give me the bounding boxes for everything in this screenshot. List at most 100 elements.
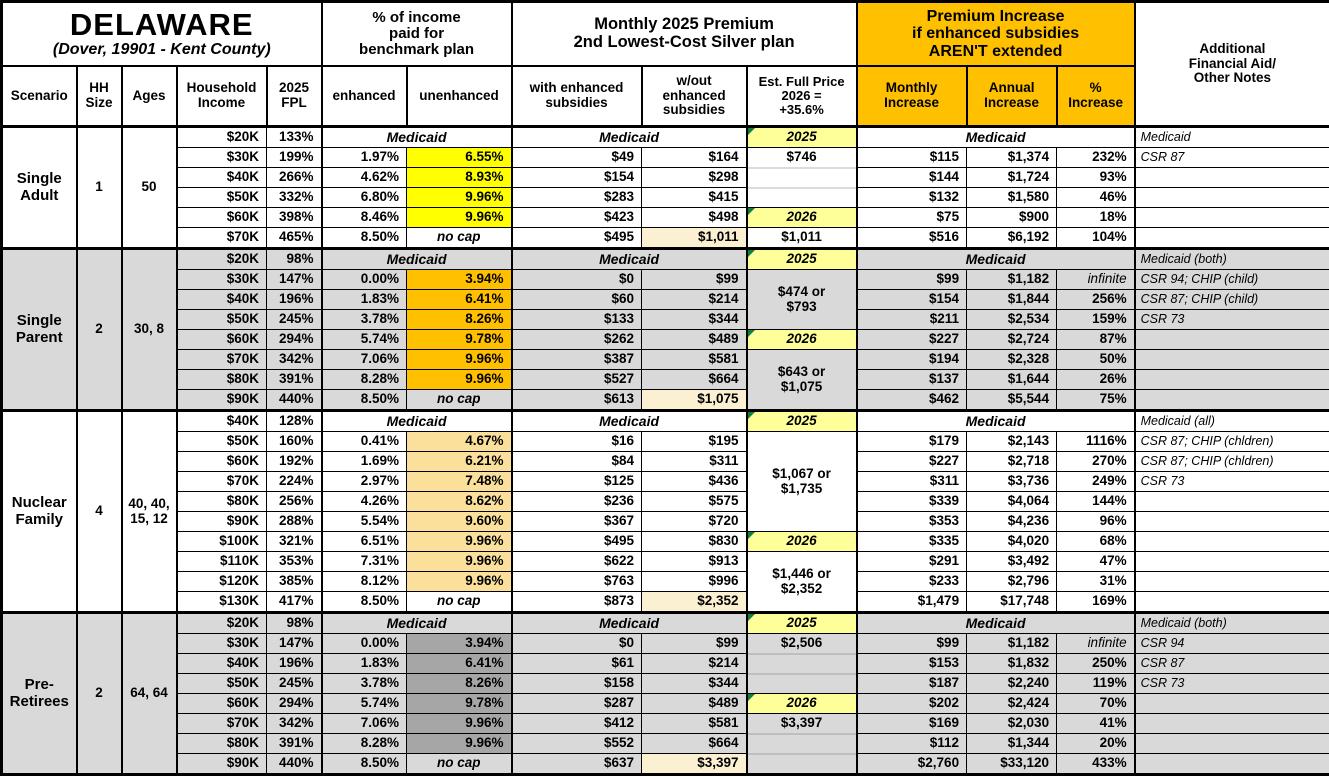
cell-pct-increase: 270% bbox=[1056, 451, 1136, 472]
cell-with-subsidies: $49 bbox=[510, 147, 643, 168]
cell-with-subsidies: $0 bbox=[510, 269, 643, 290]
scenario-label: Pre- Retirees bbox=[1, 611, 77, 775]
cell-fpl: 192% bbox=[265, 451, 323, 472]
col-header-wout-subsidies: w/out enhanced subsidies bbox=[640, 65, 748, 128]
table-title-cell: DELAWARE (Dover, 19901 - Kent County) bbox=[0, 0, 323, 67]
cell-fpl: 199% bbox=[265, 147, 323, 168]
cell-income: $20K bbox=[175, 611, 267, 634]
cell-monthly-increase: $154 bbox=[855, 289, 968, 310]
cell-monthly-increase: $211 bbox=[855, 309, 968, 330]
cell-monthly-increase: $169 bbox=[855, 713, 968, 734]
cell-income: $40K bbox=[175, 289, 267, 310]
cell-wout-subsidies: $581 bbox=[641, 349, 748, 370]
col-header-unenhanced: unenhanced bbox=[405, 65, 513, 128]
cell-enhanced-pct: 8.50% bbox=[320, 389, 408, 411]
cell-monthly-increase: $353 bbox=[855, 511, 968, 532]
cell-income: $70K bbox=[175, 349, 267, 370]
cell-full-price: $2,506 bbox=[745, 633, 858, 694]
cell-note bbox=[1133, 389, 1329, 411]
cell-wout-subsidies: $344 bbox=[641, 673, 748, 694]
ages: 50 bbox=[120, 125, 177, 249]
cell-pct-increase: 46% bbox=[1056, 187, 1136, 208]
cell-fpl: 256% bbox=[265, 491, 323, 512]
cell-annual-increase: $2,328 bbox=[966, 349, 1058, 370]
cell-wout-subsidies: $575 bbox=[641, 491, 748, 512]
cell-enhanced-pct: 7.06% bbox=[320, 349, 408, 370]
cell-income: $20K bbox=[175, 125, 267, 148]
cell-annual-increase: $2,724 bbox=[966, 329, 1058, 350]
cell-note bbox=[1133, 511, 1329, 532]
cell-wout-subsidies: $195 bbox=[641, 431, 748, 452]
cell-wout-subsidies: $664 bbox=[641, 369, 748, 390]
cell-note bbox=[1133, 693, 1329, 714]
cell-monthly-increase: $153 bbox=[855, 653, 968, 674]
cell-with-subsidies: $125 bbox=[510, 471, 643, 492]
medicaid-span: Medicaid bbox=[510, 611, 748, 634]
cell-enhanced-pct: 0.41% bbox=[320, 431, 408, 452]
medicaid-span: Medicaid bbox=[320, 611, 513, 634]
cell-unenhanced-pct: 9.96% bbox=[406, 187, 513, 208]
group-income-pct-header: % of income paid for benchmark plan bbox=[320, 0, 513, 67]
cell-unenhanced-pct: 9.96% bbox=[406, 207, 513, 228]
cell-income: $60K bbox=[175, 329, 267, 350]
year-cell: 2026 bbox=[745, 329, 858, 350]
ages: 64, 64 bbox=[120, 611, 177, 775]
cell-pct-increase: 104% bbox=[1056, 227, 1136, 249]
cell-monthly-increase: $462 bbox=[855, 389, 968, 411]
cell-monthly-increase: $75 bbox=[855, 207, 968, 228]
cell-fpl: 133% bbox=[265, 125, 323, 148]
cell-unenhanced-pct: 3.94% bbox=[406, 269, 513, 290]
cell-monthly-increase: $1,479 bbox=[855, 591, 968, 613]
cell-fpl: 245% bbox=[265, 673, 323, 694]
cell-unenhanced-pct: 9.96% bbox=[406, 733, 513, 754]
cell-with-subsidies: $495 bbox=[510, 227, 643, 249]
cell-wout-subsidies: $830 bbox=[641, 531, 748, 552]
cell-fpl: 391% bbox=[265, 369, 323, 390]
cell-unenhanced-pct: 7.48% bbox=[406, 471, 513, 492]
state-title: DELAWARE bbox=[69, 6, 254, 42]
cell-enhanced-pct: 7.31% bbox=[320, 551, 408, 572]
cell-fpl: 385% bbox=[265, 571, 323, 592]
cell-fpl: 288% bbox=[265, 511, 323, 532]
cell-with-subsidies: $622 bbox=[510, 551, 643, 572]
cell-annual-increase: $4,020 bbox=[966, 531, 1058, 552]
cell-monthly-increase: $187 bbox=[855, 673, 968, 694]
cell-wout-subsidies: $164 bbox=[641, 147, 748, 168]
cell-wout-subsidies: $498 bbox=[641, 207, 748, 228]
cell-with-subsidies: $387 bbox=[510, 349, 643, 370]
cell-note: CSR 87 bbox=[1133, 147, 1329, 168]
cell-pct-increase: 119% bbox=[1056, 673, 1136, 694]
cell-fpl: 196% bbox=[265, 289, 323, 310]
hh-size: 2 bbox=[75, 611, 122, 775]
cell-fpl: 417% bbox=[265, 591, 323, 613]
cell-note bbox=[1133, 591, 1329, 613]
cell-note bbox=[1133, 207, 1329, 228]
cell-annual-increase: $6,192 bbox=[966, 227, 1058, 249]
cell-enhanced-pct: 8.50% bbox=[320, 591, 408, 613]
cell-income: $60K bbox=[175, 693, 267, 714]
cell-income: $90K bbox=[175, 389, 267, 411]
cell-annual-increase: $4,236 bbox=[966, 511, 1058, 532]
cell-wout-subsidies: $3,397 bbox=[641, 753, 748, 775]
cell-pct-increase: 169% bbox=[1056, 591, 1136, 613]
hh-size: 1 bbox=[75, 125, 122, 249]
cell-with-subsidies: $16 bbox=[510, 431, 643, 452]
cell-full-price: $643 or $1,075 bbox=[745, 349, 858, 411]
cell-monthly-increase: $335 bbox=[855, 531, 968, 552]
cell-note bbox=[1133, 571, 1329, 592]
year-cell: 2026 bbox=[745, 531, 858, 552]
cell-with-subsidies: $495 bbox=[510, 531, 643, 552]
cell-annual-increase: $1,644 bbox=[966, 369, 1058, 390]
cell-annual-increase: $33,120 bbox=[966, 753, 1058, 775]
cell-note bbox=[1133, 733, 1329, 754]
cell-pct-increase: infinite bbox=[1056, 269, 1136, 290]
cell-enhanced-pct: 0.00% bbox=[320, 633, 408, 654]
cell-fpl: 294% bbox=[265, 329, 323, 350]
cell-income: $100K bbox=[175, 531, 267, 552]
col-header-fpl: 2025 FPL bbox=[265, 65, 323, 128]
cell-pct-increase: 433% bbox=[1056, 753, 1136, 775]
cell-with-subsidies: $158 bbox=[510, 673, 643, 694]
cell-with-subsidies: $236 bbox=[510, 491, 643, 512]
cell-with-subsidies: $763 bbox=[510, 571, 643, 592]
